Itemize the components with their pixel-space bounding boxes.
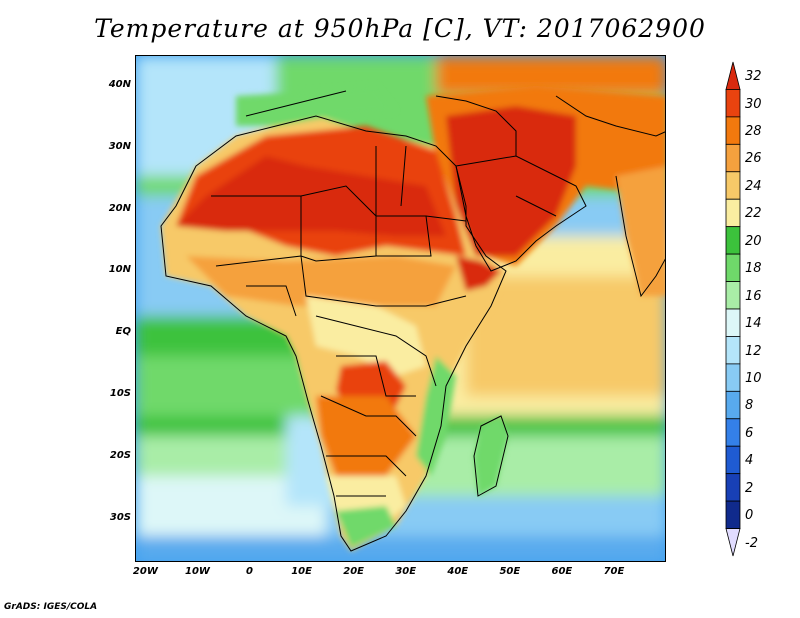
colorbar-level-label: 4 [745,453,754,469]
colorbar-segment [725,116,741,145]
lat-tick-label: 30S [109,511,131,523]
colorbar-segment [725,143,741,173]
credit-text: GrADS: IGES/COLA [4,602,98,612]
colorbar-level-label: 8 [745,398,754,414]
lat-tick-label: 30N [108,140,131,152]
colorbar-segment [725,418,741,447]
lon-tick-label: 10W [184,566,210,577]
colorbar-level-label: 0 [745,508,754,524]
lat-tick-label: EQ [115,326,131,338]
colorbar-segment [725,171,741,200]
lon-tick-label: 40E [447,566,469,577]
lat-tick-label: 20S [109,449,131,461]
lon-tick-label: 60E [551,566,573,577]
colorbar-level-label: 28 [745,123,762,139]
land-field [161,86,665,551]
lon-tick-label: 20E [343,566,365,577]
lon-tick-label: 20W [132,566,158,577]
colorbar-level-label: 12 [745,343,762,359]
colorbar-level-label: -2 [745,535,758,551]
colorbar-segment [725,473,741,502]
lat-tick-label: 10N [108,264,131,276]
colorbar-level-label: 26 [745,151,762,167]
lat-tick-label: 40N [108,78,131,90]
colorbar-level-label: 20 [745,233,762,249]
colorbar-segment [725,226,741,255]
colorbar-level-label: 16 [745,288,762,304]
lon-tick-label: 0 [246,566,253,577]
country-borders [160,90,665,552]
colorbar-level-label: 10 [745,370,762,386]
colorbar-segment [725,500,741,529]
colorbar-segment [725,61,741,90]
lon-tick-label: 30E [395,566,417,577]
lat-tick-label: 10S [109,388,131,400]
colorbar-segment [725,445,741,475]
colorbar-level-label: 30 [745,96,762,112]
colorbar-level-label: 32 [745,69,762,85]
colorbar-level-label: 18 [745,261,762,277]
colorbar-segment [725,198,741,228]
lat-tick-label: 20N [108,202,131,214]
chart-title: Temperature at 950hPa [C], VT: 201706290… [94,14,706,43]
map-panel [135,55,666,562]
lon-tick-label: 10E [291,566,312,577]
colorbar-level-label: 14 [745,316,762,332]
colorbar-segment [725,336,741,365]
colorbar-level-label: 22 [745,206,762,222]
colorbar-segment [725,390,741,420]
lon-tick-label: 70E [603,566,625,577]
colorbar-segment [725,528,741,557]
colorbar-segment [725,308,741,337]
colorbar-segment [725,253,741,282]
colorbar-level-label: 2 [745,480,754,496]
colorbar-level-label: 24 [745,178,762,194]
colorbar-segment [725,89,741,118]
colorbar-segment [725,281,741,310]
temperature-map [136,56,665,561]
colorbar-segment [725,363,741,392]
colorbar-level-label: 6 [745,425,754,441]
lon-tick-label: 50E [499,566,521,577]
